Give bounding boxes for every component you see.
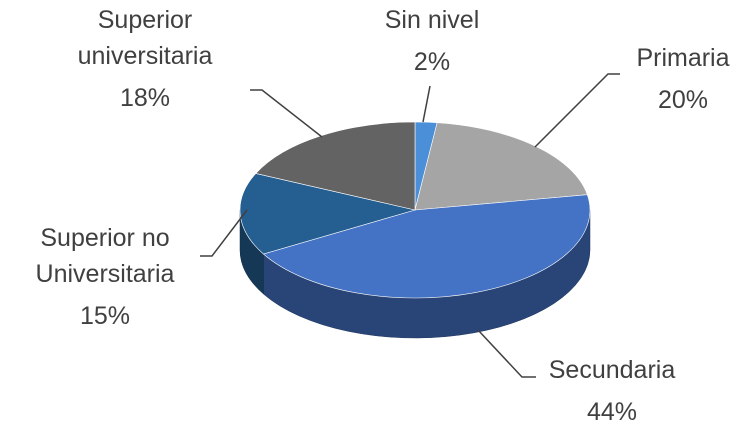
category-label: Superior no Universitaria bbox=[35, 224, 175, 288]
leader-line bbox=[477, 329, 536, 378]
value-label: 44% bbox=[586, 398, 638, 426]
leader-line bbox=[534, 73, 620, 148]
leader-line bbox=[250, 89, 323, 138]
value-label: 20% bbox=[657, 86, 709, 114]
data-label: Superior universitaria 18% bbox=[58, 2, 233, 116]
category-label: Superior universitaria bbox=[77, 6, 213, 70]
data-label: Secundaria 44% bbox=[512, 352, 712, 430]
category-label: Sin nivel bbox=[384, 6, 480, 34]
value-label: 18% bbox=[119, 84, 171, 112]
leader-line bbox=[422, 85, 431, 123]
data-label: Primaria 20% bbox=[583, 40, 750, 118]
leader-line bbox=[200, 209, 248, 257]
slice bbox=[239, 173, 417, 255]
data-label: Sin nivel 2% bbox=[332, 2, 532, 80]
category-label: Primaria bbox=[636, 44, 730, 72]
data-label: Superior no Universitaria 15% bbox=[10, 220, 200, 334]
value-label: 2% bbox=[413, 48, 451, 76]
category-label: Secundaria bbox=[548, 356, 676, 384]
slice bbox=[262, 194, 591, 299]
value-label: 15% bbox=[79, 302, 131, 330]
